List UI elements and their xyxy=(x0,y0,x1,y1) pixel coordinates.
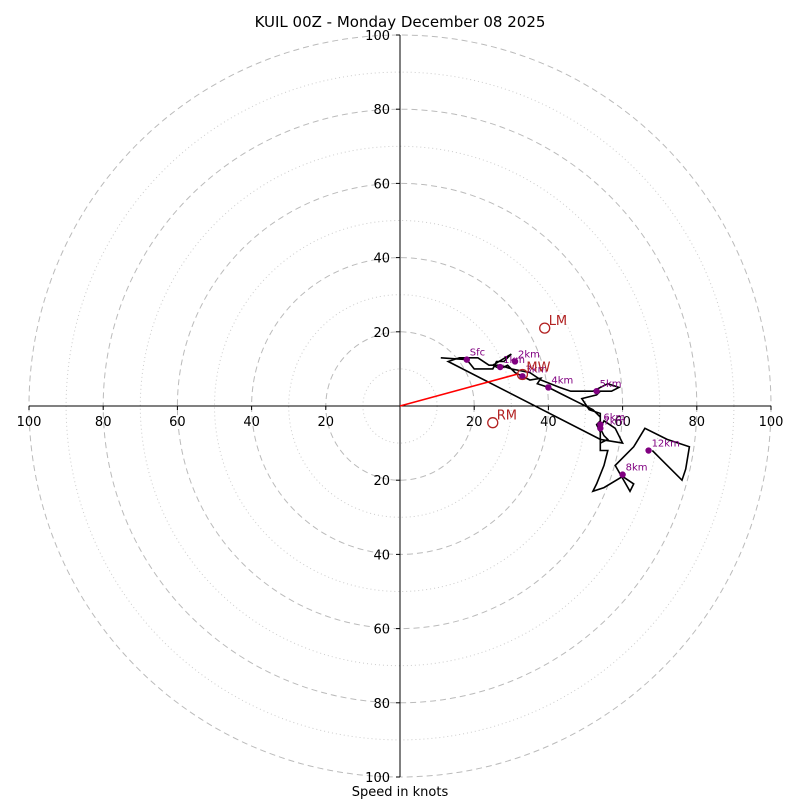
x-tick-label: 100 xyxy=(17,415,42,430)
height-marker-label: 2km xyxy=(518,349,540,360)
height-marker-dot xyxy=(645,447,652,454)
y-tick-label: 20 xyxy=(373,474,390,489)
height-marker-dot xyxy=(511,358,519,365)
height-marker-dot xyxy=(593,387,600,395)
height-marker-label: 12km xyxy=(652,439,680,450)
storm-motion-markers: LM RM MW xyxy=(487,314,567,429)
y-tick-label: 40 xyxy=(373,252,390,267)
storm-motion-marker xyxy=(487,417,499,429)
height-marker-dot xyxy=(496,363,504,371)
height-marker-dot xyxy=(619,471,626,478)
height-marker-label: 5km xyxy=(600,379,622,390)
height-marker-dot xyxy=(519,373,526,380)
height-marker-label: 6km xyxy=(603,413,625,424)
y-tick-label: 60 xyxy=(373,623,390,638)
shear-vector-line xyxy=(399,372,519,407)
x-tick-label: 20 xyxy=(318,415,335,430)
height-marker-dot xyxy=(463,356,470,363)
chart-title: KUIL 00Z - Monday December 08 2025 xyxy=(255,13,546,31)
y-tick-label: 60 xyxy=(373,177,390,192)
storm-motion-label: RM xyxy=(497,409,517,424)
y-tick-label: 20 xyxy=(373,326,390,341)
height-marker-label: 8km xyxy=(626,463,648,474)
x-tick-label: 20 xyxy=(466,415,483,430)
y-tick-label: 80 xyxy=(373,103,390,118)
x-tick-label: 60 xyxy=(614,415,631,430)
tick-labels: 100 80 60 40 20 20 40 60 80 100 100 80 60 40 20 20 40 60 8… xyxy=(17,29,784,786)
x-tick-label: 80 xyxy=(689,415,706,430)
height-marker-label: 4km xyxy=(551,375,573,386)
x-tick-label: 40 xyxy=(540,415,557,430)
height-marker-label: 3km xyxy=(525,364,547,375)
y-tick-label: 80 xyxy=(373,697,390,712)
y-tick-label: 100 xyxy=(365,771,390,786)
x-tick-label: 40 xyxy=(243,415,260,430)
height-marker-label: Sfc xyxy=(470,348,485,359)
shear-vector xyxy=(399,372,519,407)
storm-motion-marker xyxy=(516,368,529,381)
x-tick-label: 80 xyxy=(95,415,112,430)
hodograph-trace xyxy=(440,353,691,493)
storm-motion-label: MW xyxy=(526,360,550,375)
height-marker-dot xyxy=(545,384,552,391)
height-markers: Sfc1km2km3km4km5km6km7km8km12km xyxy=(463,348,680,478)
storm-motion-label: LM xyxy=(549,314,567,329)
y-tick-label: 40 xyxy=(373,548,390,563)
x-axis-label: Speed in knots xyxy=(352,785,449,800)
height-marker-dot xyxy=(597,425,604,432)
x-tick-label: 60 xyxy=(169,415,186,430)
y-tick-label: 100 xyxy=(365,29,390,44)
hodograph-line xyxy=(440,353,691,493)
height-marker-label: 7km xyxy=(603,416,625,427)
x-tick-label: 100 xyxy=(759,415,784,430)
storm-motion-marker xyxy=(539,322,551,334)
